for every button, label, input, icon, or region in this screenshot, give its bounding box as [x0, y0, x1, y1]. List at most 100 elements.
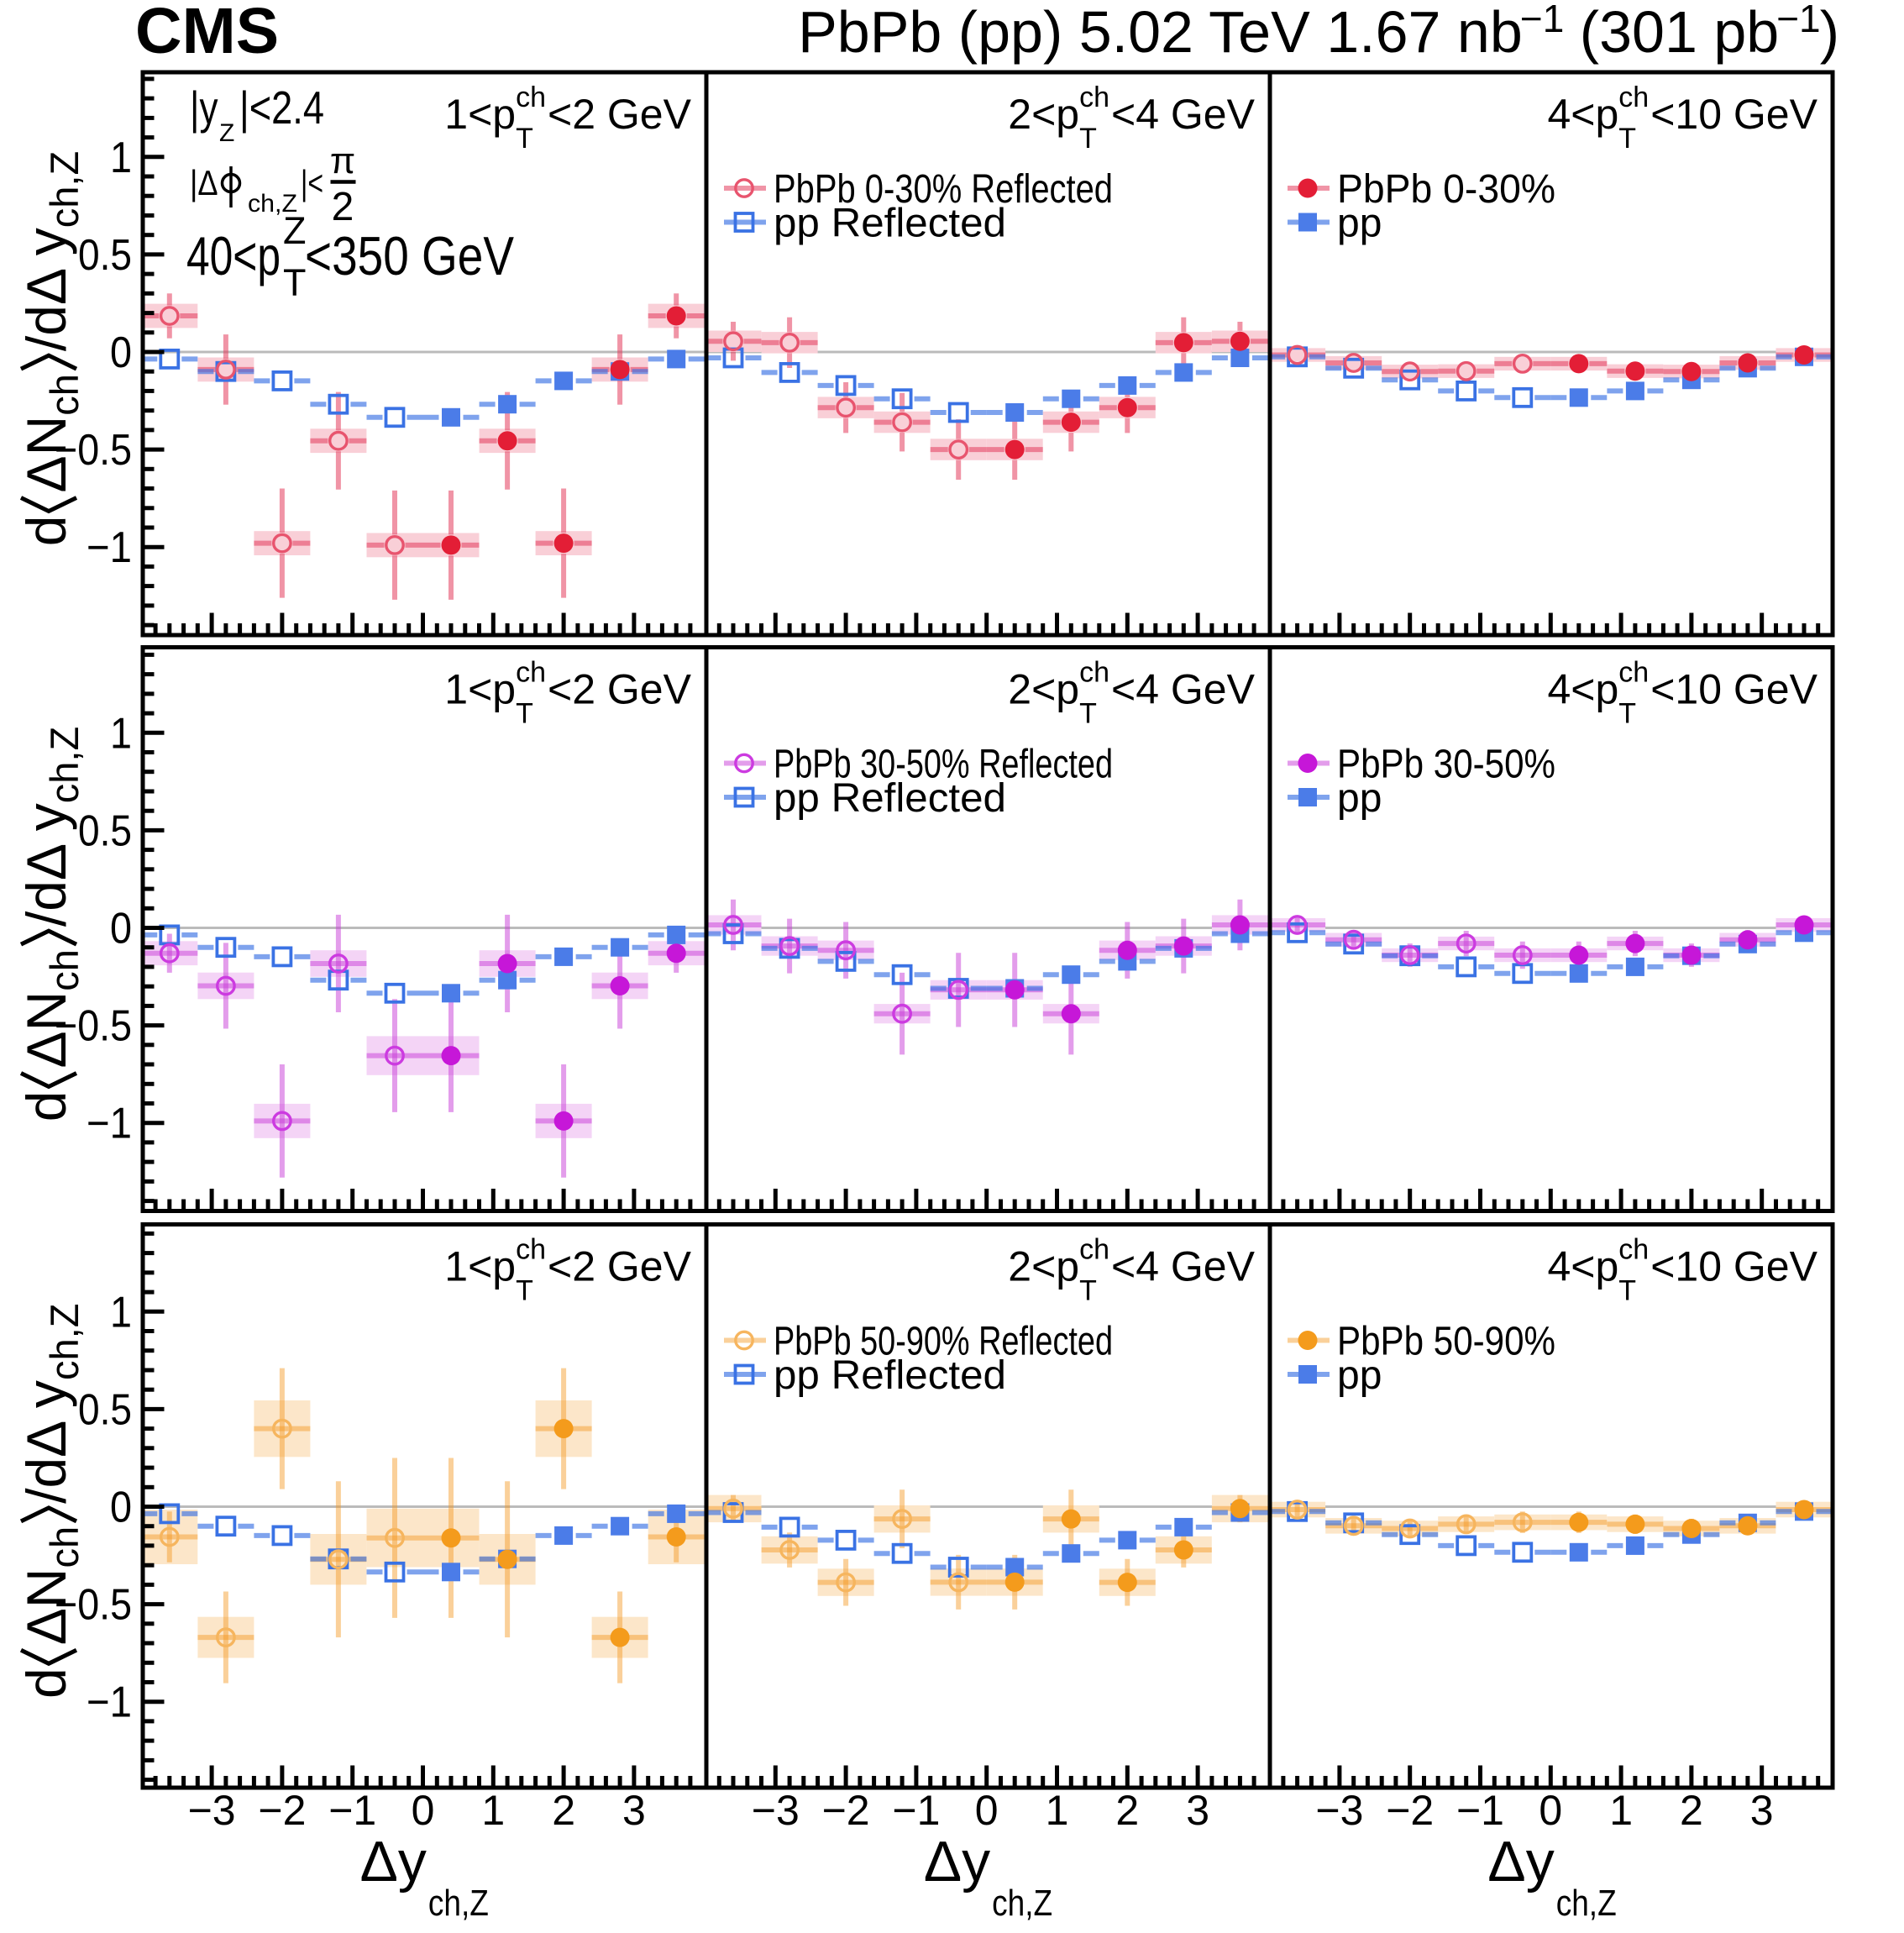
- svg-text:pp Reflected: pp Reflected: [774, 1353, 1006, 1398]
- svg-text:PbPb 0-30% Reflected: PbPb 0-30% Reflected: [774, 167, 1113, 212]
- svg-text:ch,Z: ch,Z: [428, 1883, 489, 1924]
- svg-text:−0.5: −0.5: [55, 426, 132, 475]
- svg-text:0: 0: [110, 905, 132, 953]
- svg-text:3: 3: [1750, 1787, 1774, 1834]
- svg-text:ch,Z: ch,Z: [992, 1883, 1052, 1924]
- svg-text:2: 2: [1680, 1787, 1703, 1834]
- svg-text:1<p: 1<p: [444, 666, 516, 713]
- svg-text:ch: ch: [42, 1526, 87, 1568]
- svg-text:1: 1: [110, 134, 132, 182]
- svg-text:1<p: 1<p: [444, 1243, 516, 1290]
- svg-text:0.5: 0.5: [78, 1385, 132, 1434]
- svg-text:1: 1: [110, 709, 132, 758]
- svg-text:/dΔ y: /dΔ y: [15, 228, 77, 351]
- svg-text:0: 0: [412, 1787, 435, 1834]
- svg-text:Z: Z: [219, 119, 234, 147]
- svg-text:<10 GeV: <10 GeV: [1650, 666, 1817, 713]
- svg-text:−1: −1: [87, 523, 132, 572]
- svg-text:d: d: [15, 1090, 77, 1121]
- svg-text:PbPb 0-30%: PbPb 0-30%: [1337, 167, 1555, 212]
- svg-text:<2 GeV: <2 GeV: [548, 91, 692, 138]
- svg-text:1<p: 1<p: [444, 91, 516, 138]
- svg-text:<2 GeV: <2 GeV: [548, 1243, 692, 1290]
- svg-text:0.5: 0.5: [78, 806, 132, 855]
- svg-text:−0.5: −0.5: [55, 1002, 132, 1051]
- svg-text:3: 3: [622, 1787, 646, 1834]
- svg-text:1: 1: [1046, 1787, 1069, 1834]
- svg-text:4<p: 4<p: [1548, 1243, 1619, 1290]
- svg-text:pp Reflected: pp Reflected: [774, 776, 1006, 821]
- svg-text:2: 2: [1115, 1787, 1139, 1834]
- svg-text:0.5: 0.5: [78, 231, 132, 280]
- svg-text:<10 GeV: <10 GeV: [1650, 1243, 1817, 1290]
- svg-text:d: d: [15, 1668, 77, 1699]
- svg-text:pp: pp: [1337, 776, 1382, 821]
- svg-text:2: 2: [552, 1787, 575, 1834]
- svg-text:2<p: 2<p: [1008, 666, 1079, 713]
- svg-text:T: T: [1618, 698, 1636, 730]
- svg-text:ch,Z: ch,Z: [1556, 1883, 1617, 1924]
- svg-text:ch: ch: [1618, 657, 1649, 689]
- svg-text:PbPb 30-50%: PbPb 30-50%: [1337, 743, 1555, 787]
- svg-text:<2 GeV: <2 GeV: [548, 666, 692, 713]
- svg-text:ch: ch: [1079, 657, 1109, 689]
- svg-text:−1: −1: [1776, 0, 1820, 40]
- svg-text:−1: −1: [1520, 0, 1564, 40]
- svg-text:−0.5: −0.5: [55, 1581, 132, 1630]
- svg-text:−1: −1: [328, 1787, 376, 1834]
- svg-text:T: T: [516, 698, 533, 730]
- svg-text:−1: −1: [87, 1678, 132, 1727]
- svg-text:T: T: [1079, 1275, 1097, 1307]
- svg-text:<4 GeV: <4 GeV: [1111, 91, 1256, 138]
- svg-text:|Δ: |Δ: [190, 163, 218, 202]
- svg-text:−1: −1: [87, 1100, 132, 1148]
- svg-text:CMS: CMS: [135, 0, 279, 67]
- svg-text:|y: |y: [190, 81, 218, 134]
- svg-text:T: T: [283, 261, 307, 304]
- svg-text:−2: −2: [822, 1787, 870, 1834]
- svg-text:Δy: Δy: [924, 1830, 990, 1894]
- svg-text:ch: ch: [1079, 1234, 1109, 1266]
- svg-text:PbPb 30-50% Reflected: PbPb 30-50% Reflected: [774, 743, 1113, 787]
- svg-text:<10 GeV: <10 GeV: [1650, 91, 1817, 138]
- svg-text:−1: −1: [892, 1787, 940, 1834]
- svg-text:2<p: 2<p: [1008, 1243, 1079, 1290]
- svg-text:0: 0: [110, 1484, 132, 1532]
- svg-text:pp: pp: [1337, 1353, 1382, 1398]
- svg-text:|<2.4: |<2.4: [239, 81, 324, 134]
- svg-text:ch,Z: ch,Z: [248, 190, 297, 218]
- svg-text:pp: pp: [1337, 202, 1382, 246]
- svg-text:0: 0: [1539, 1787, 1562, 1834]
- svg-text:/dΔ y: /dΔ y: [15, 803, 77, 927]
- svg-text:4<p: 4<p: [1548, 91, 1619, 138]
- svg-text:ch: ch: [516, 81, 546, 113]
- svg-text:<350 GeV: <350 GeV: [305, 225, 515, 286]
- svg-text:T: T: [1079, 123, 1097, 155]
- svg-text:ch: ch: [516, 657, 546, 689]
- svg-text:/dΔ y: /dΔ y: [15, 1380, 77, 1504]
- svg-text:−2: −2: [1386, 1787, 1434, 1834]
- svg-text:40<p: 40<p: [186, 225, 281, 286]
- svg-text:ch,Z: ch,Z: [42, 151, 87, 228]
- svg-text:ch: ch: [1618, 81, 1649, 113]
- svg-text:−1: −1: [1456, 1787, 1504, 1834]
- svg-text:pp Reflected: pp Reflected: [774, 202, 1006, 246]
- svg-text:<4 GeV: <4 GeV: [1111, 666, 1256, 713]
- svg-text:ΔN: ΔN: [15, 1568, 77, 1646]
- svg-text:1: 1: [110, 1288, 132, 1337]
- svg-text:ch,Z: ch,Z: [42, 1304, 87, 1380]
- svg-text:3: 3: [1186, 1787, 1209, 1834]
- svg-text:Z: Z: [283, 209, 307, 252]
- svg-text:ΔN: ΔN: [15, 991, 77, 1069]
- svg-text:0: 0: [975, 1787, 999, 1834]
- svg-text:−2: −2: [258, 1787, 306, 1834]
- svg-text:2<p: 2<p: [1008, 91, 1079, 138]
- svg-text:(301 pb: (301 pb: [1580, 0, 1779, 65]
- svg-text:): ): [1820, 0, 1839, 65]
- svg-text:T: T: [1618, 1275, 1636, 1307]
- svg-text:T: T: [1618, 123, 1636, 155]
- svg-text:−3: −3: [1315, 1787, 1363, 1834]
- svg-text:d: d: [15, 515, 77, 546]
- svg-text:Δy: Δy: [360, 1830, 427, 1894]
- svg-text:1: 1: [1609, 1787, 1633, 1834]
